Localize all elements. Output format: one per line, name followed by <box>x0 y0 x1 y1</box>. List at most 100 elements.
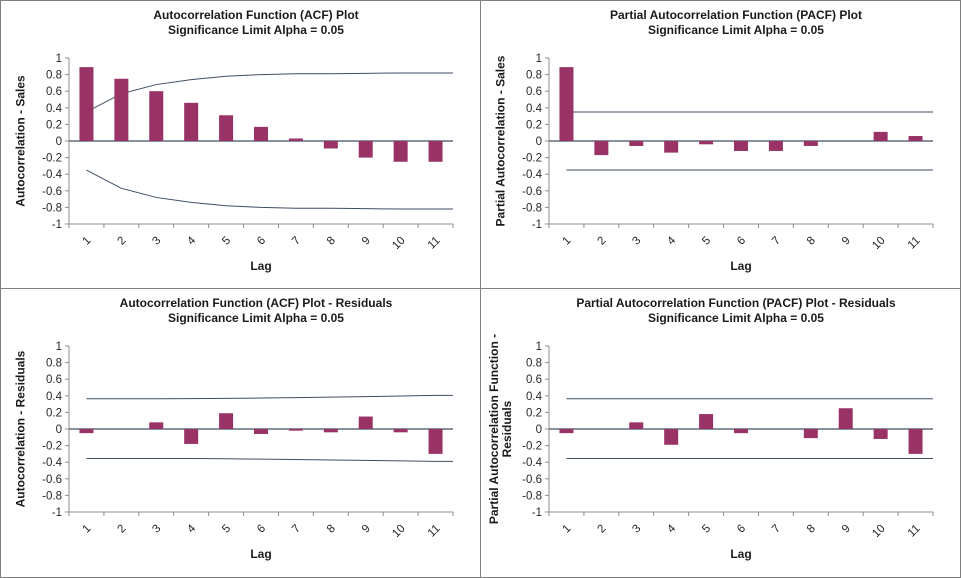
bar-lag-1 <box>559 67 574 141</box>
bar-lag-5 <box>219 115 234 141</box>
y-tick-label: 0.8 <box>46 70 62 82</box>
y-tick-label: -1 <box>52 219 62 231</box>
bar-lag-9 <box>838 408 853 429</box>
chart-subtitle: Significance Limit Alpha = 0.05 <box>168 310 344 325</box>
y-tick-label: 0.8 <box>526 358 542 370</box>
y-tick-label: -0.8 <box>522 202 542 214</box>
x-category-label: 7 <box>770 235 783 248</box>
bar-series <box>79 413 443 454</box>
x-category-label: 2 <box>595 235 608 248</box>
bar-lag-8 <box>323 429 338 433</box>
chart-title-block: Partial Autocorrelation Function (PACF) … <box>539 296 933 325</box>
upper-significance-limit-line <box>86 72 453 113</box>
bar-lag-6 <box>734 141 748 151</box>
bar-lag-3 <box>629 141 644 146</box>
x-category-label: 5 <box>700 523 713 536</box>
chart-title-block: Autocorrelation Function (ACF) Plot Sign… <box>59 8 453 37</box>
x-category-label: 1 <box>561 523 574 536</box>
y-tick-label: -0.6 <box>42 474 62 486</box>
x-category-label: 10 <box>870 523 888 541</box>
x-category-label: 3 <box>630 235 643 248</box>
bar-lag-11 <box>428 429 443 454</box>
y-tick-label: -0.8 <box>42 202 62 214</box>
x-category-label: 11 <box>906 235 923 252</box>
chart-title-block: Autocorrelation Function (ACF) Plot - Re… <box>59 296 453 325</box>
bar-series <box>79 67 443 162</box>
chart-subtitle: Significance Limit Alpha = 0.05 <box>168 22 344 37</box>
chart-subtitle: Significance Limit Alpha = 0.05 <box>648 22 824 37</box>
chart-subtitle: Significance Limit Alpha = 0.05 <box>648 310 824 325</box>
y-tick-label: -0.4 <box>522 169 542 181</box>
x-category-label: 8 <box>325 235 338 248</box>
x-category-label: 7 <box>290 235 303 248</box>
x-category-label: 9 <box>840 523 853 536</box>
y-tick-label: -0.2 <box>522 153 542 165</box>
y-tick-label: 0.8 <box>526 70 542 82</box>
y-tick-label: 1 <box>56 53 62 65</box>
bar-lag-11 <box>908 136 923 141</box>
bar-lag-10 <box>873 131 888 141</box>
x-category-label: 7 <box>770 523 783 536</box>
x-category-label: 8 <box>805 235 818 248</box>
bar-lag-8 <box>803 429 818 439</box>
y-tick-label: -0.4 <box>42 457 62 469</box>
y-tick-label: 0 <box>56 136 62 148</box>
x-axis-label: Lag <box>730 259 752 273</box>
x-category-label: 4 <box>185 522 198 535</box>
chart-title-block: Partial Autocorrelation Function (PACF) … <box>539 8 933 37</box>
bar-lag-4 <box>184 102 199 141</box>
y-tick-label: 0.4 <box>526 391 543 403</box>
x-category-label: 11 <box>906 523 923 540</box>
x-axis-label: Lag <box>250 547 272 561</box>
x-category-label: 1 <box>81 235 94 248</box>
bar-lag-3 <box>629 422 644 429</box>
bar-lag-9 <box>358 416 373 429</box>
x-category-label: 8 <box>805 523 818 536</box>
x-category-label: 1 <box>81 523 94 536</box>
bar-lag-5 <box>219 413 234 429</box>
x-category-label: 6 <box>735 523 748 536</box>
y-tick-label: 0.2 <box>46 119 62 131</box>
bar-series <box>559 67 923 156</box>
x-category-label: 8 <box>325 523 338 536</box>
y-tick-label: 0.6 <box>46 86 62 98</box>
chart-title: Autocorrelation Function (ACF) Plot <box>153 8 359 22</box>
x-category-label: 5 <box>220 523 233 536</box>
y-tick-label: 0 <box>536 136 542 148</box>
bar-lag-11 <box>908 429 923 454</box>
bar-lag-7 <box>288 429 303 431</box>
y-tick-label: -0.4 <box>42 169 62 181</box>
y-tick-label: 1 <box>536 53 542 65</box>
y-tick-label: -0.6 <box>522 474 542 486</box>
x-category-label: 7 <box>290 523 303 536</box>
y-tick-label: 0.4 <box>46 391 63 403</box>
bar-lag-7 <box>288 138 303 141</box>
bar-lag-6 <box>254 126 268 141</box>
y-tick-label: -1 <box>532 507 542 519</box>
x-category-label: 10 <box>870 235 888 253</box>
x-category-label: 4 <box>185 234 198 247</box>
x-category-label: 1 <box>561 235 574 248</box>
y-tick-label: -0.2 <box>522 441 542 453</box>
x-category-label: 10 <box>390 235 408 253</box>
y-tick-label: 0.6 <box>526 374 542 386</box>
pacf-residuals-plot: 1 0.8 0.6 0.4 0.2 0 -0.2 -0.4 -0.6 -0.8 -1 1 2 3 4 5 6 7 8… <box>522 341 934 541</box>
x-category-label: 6 <box>255 523 268 536</box>
bar-lag-7 <box>768 141 783 151</box>
y-tick-label: -0.6 <box>42 186 62 198</box>
chart-title: Autocorrelation Function (ACF) Plot - Re… <box>119 296 393 310</box>
bar-lag-3 <box>149 91 164 141</box>
y-tick-label: -0.2 <box>42 441 62 453</box>
bar-lag-10 <box>393 141 408 162</box>
bar-lag-5 <box>699 414 714 429</box>
bar-lag-8 <box>323 141 338 149</box>
upper-significance-limit-line <box>86 394 453 400</box>
x-category-label: 2 <box>115 523 128 536</box>
pacf-sales-panel: Partial Autocorrelation Function (PACF) … <box>481 1 960 288</box>
x-category-label: 9 <box>840 235 853 248</box>
x-category-label: 2 <box>595 523 608 536</box>
bar-lag-4 <box>184 429 199 444</box>
x-category-label: 10 <box>390 523 408 541</box>
chart-title: Partial Autocorrelation Function (PACF) … <box>576 296 896 310</box>
